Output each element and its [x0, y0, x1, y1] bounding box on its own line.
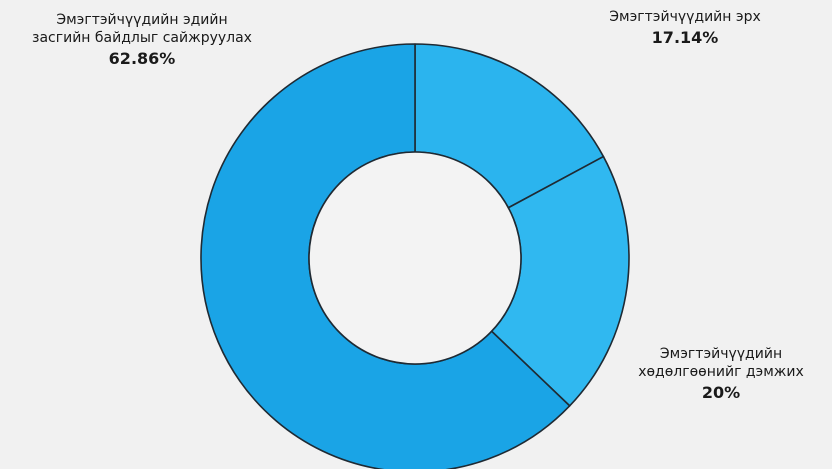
callout-womens-movement-line-2: хөдөлгөөнийг дэмжих — [638, 363, 804, 380]
callout-economic-status-line-1: Эмэгтэйчүүдийн эдийн — [56, 12, 228, 28]
callout-womens-rights-percent: 17.14% — [651, 27, 719, 47]
callout-womens-movement-percent: 20% — [701, 382, 741, 402]
callout-economic-status-percent: 62.86% — [108, 48, 176, 68]
donut-hole — [308, 151, 522, 365]
callout-womens-rights-line-1: Эмэгтэйчүүдийн эрх — [609, 9, 761, 25]
callout-womens-movement-line-1: Эмэгтэйчүүдийн — [659, 346, 783, 362]
callout-economic-status-line-2: засгийн байдлыг сайжруулах — [32, 29, 252, 46]
callout-womens-movement: Эмэгтэйчүүдийн хөдөлгөөнийг дэмжих 20% — [615, 346, 827, 403]
callout-economic-status: Эмэгтэйчүүдийн эдийн засгийн байдлыг сай… — [6, 12, 278, 69]
callout-womens-rights: Эмэгтэйчүүдийн эрх 17.14% — [580, 9, 790, 48]
